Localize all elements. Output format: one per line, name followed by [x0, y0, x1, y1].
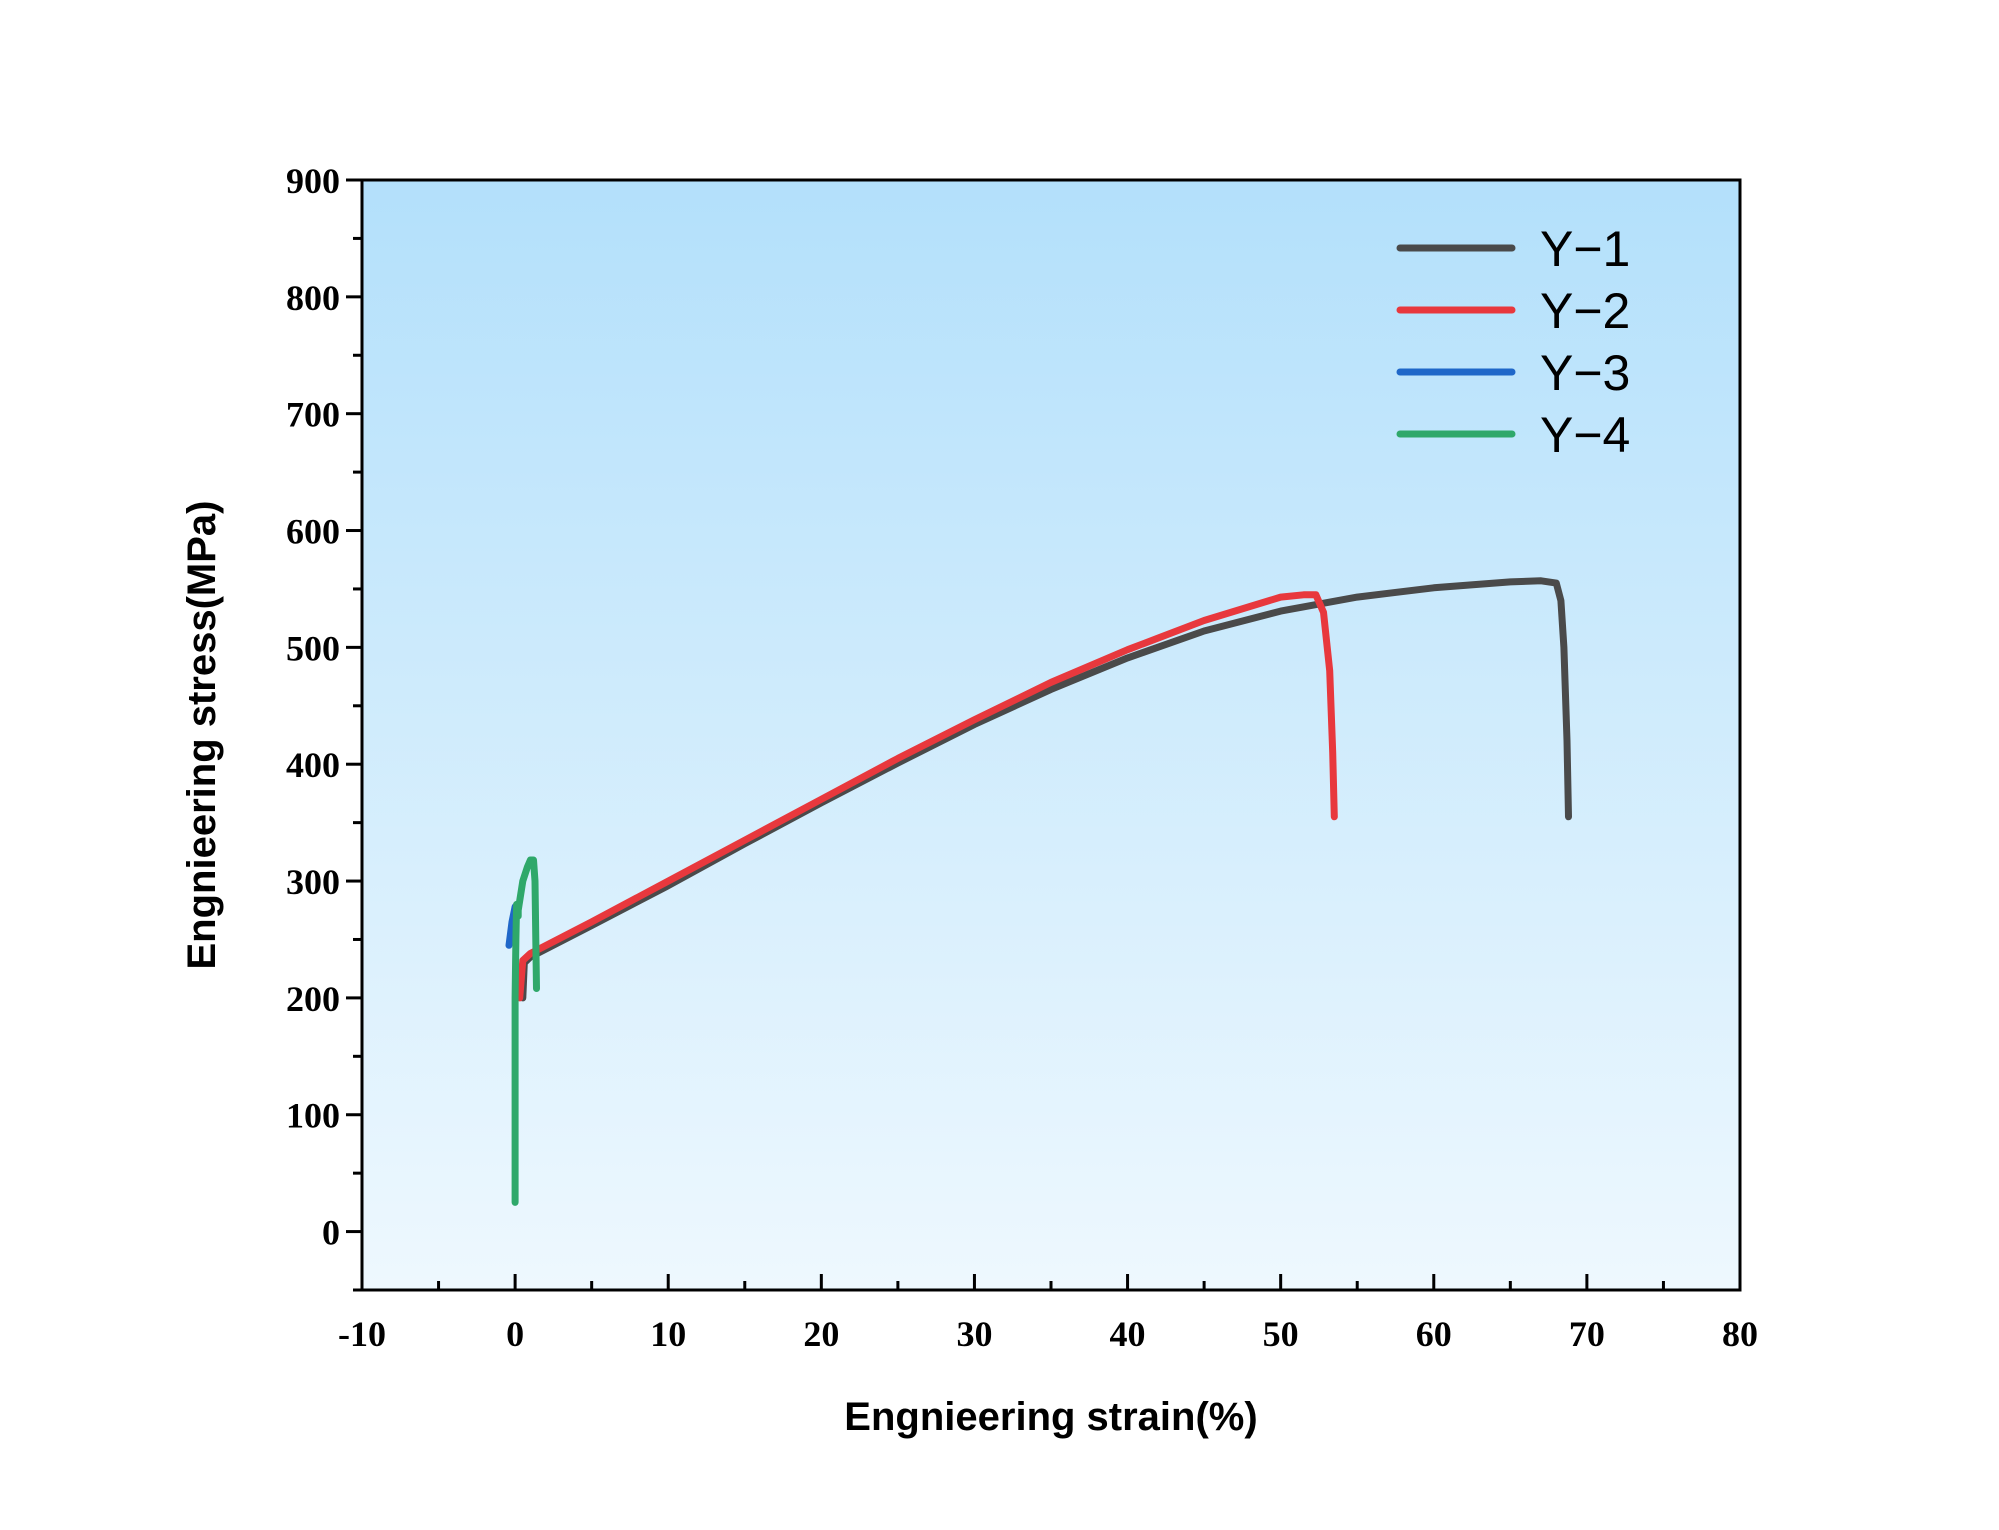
x-tick-label: 10: [650, 1314, 686, 1354]
y-tick-label: 400: [286, 745, 340, 785]
x-axis: -10 0 10 20 30 40 50 60 70 80: [338, 1274, 1758, 1354]
y-tick-label: 600: [286, 512, 340, 552]
y-tick-label: 100: [286, 1096, 340, 1136]
legend-label: Y−4: [1540, 407, 1630, 463]
y-tick-label: 700: [286, 395, 340, 435]
x-tick-label: 0: [506, 1314, 524, 1354]
x-tick-label: 70: [1569, 1314, 1605, 1354]
legend: Y−1 Y−2 Y−3 Y−4: [1396, 221, 1630, 463]
y-tick-label: 800: [286, 278, 340, 318]
x-tick-label: 60: [1416, 1314, 1452, 1354]
x-tick-label: 50: [1263, 1314, 1299, 1354]
y-axis: 0 100 200 300 400 500 600 700 800 900: [286, 161, 362, 1292]
legend-label: Y−3: [1540, 345, 1630, 401]
plot-area: [362, 180, 1740, 1290]
series-line-y2: [516, 591, 1338, 1002]
y-tick-label: 500: [286, 628, 340, 668]
x-tick-label: 30: [956, 1314, 992, 1354]
y-tick-label: 900: [286, 161, 340, 201]
y-tick-label: 300: [286, 862, 340, 902]
y-axis-title: Engnieering stress(MPa): [180, 500, 224, 969]
legend-label: Y−2: [1540, 283, 1630, 339]
x-tick-label: -10: [338, 1314, 386, 1354]
series-layer: [505, 577, 1572, 1206]
series-line-y4: [511, 856, 540, 1206]
x-tick-label: 40: [1110, 1314, 1146, 1354]
x-tick-label: 20: [803, 1314, 839, 1354]
x-tick-label: 80: [1722, 1314, 1758, 1354]
legend-label: Y−1: [1540, 221, 1630, 277]
y-tick-label: 0: [322, 1213, 340, 1253]
y-tick-label: 200: [286, 979, 340, 1019]
x-axis-title: Engnieering strain(%): [844, 1395, 1257, 1439]
series-line-y1: [519, 577, 1572, 1002]
